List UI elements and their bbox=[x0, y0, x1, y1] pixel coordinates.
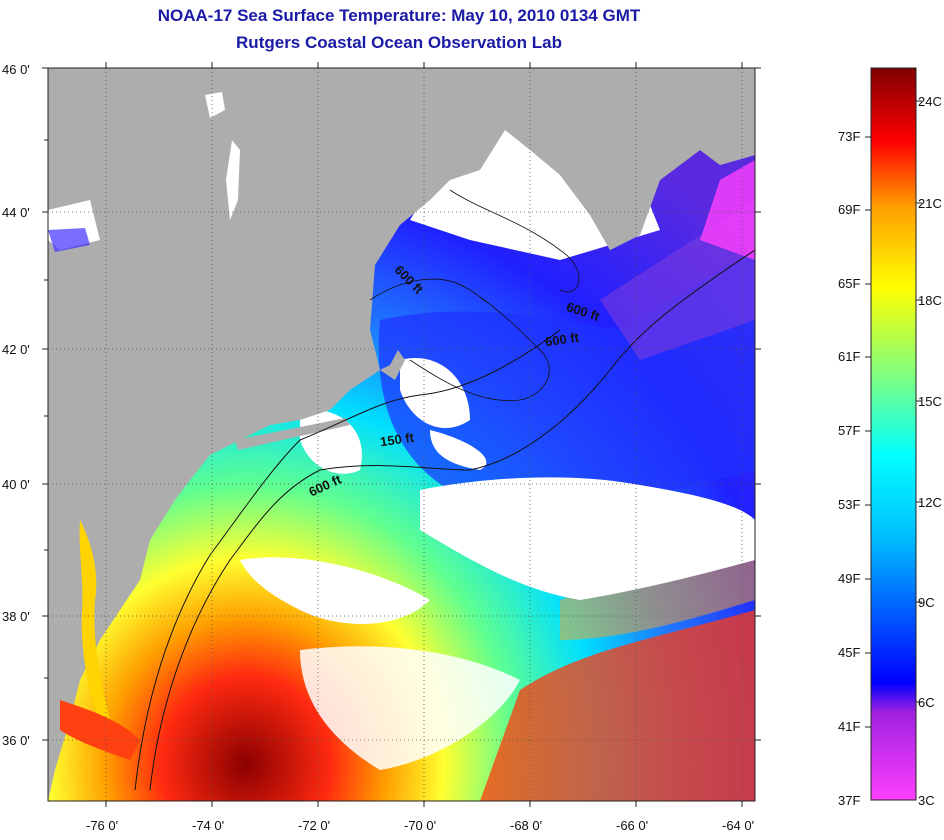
lat-tick-38: 38 0' bbox=[2, 609, 30, 624]
land-mass bbox=[48, 68, 755, 801]
colorbar-label-celsius: 15C bbox=[918, 394, 942, 409]
lake-champlain bbox=[226, 140, 240, 220]
colorbar-label-fahrenheit: 53F bbox=[838, 497, 861, 512]
colorbar-label-celsius: 24C bbox=[918, 94, 942, 109]
cloud-cover-shelf bbox=[240, 557, 430, 624]
colorbar-label-fahrenheit: 45F bbox=[838, 645, 861, 660]
colorbar-label-celsius: 6C bbox=[918, 695, 935, 710]
cold-water-east bbox=[700, 160, 755, 260]
colorbar-label-celsius: 18C bbox=[918, 293, 942, 308]
chesapeake-bay bbox=[79, 520, 110, 725]
lat-tick-46: 46 0' bbox=[2, 62, 30, 77]
lat-tick-36: 36 0' bbox=[2, 733, 30, 748]
cloud-cover-georges bbox=[430, 430, 487, 470]
inland-lake bbox=[205, 92, 225, 118]
cloud-cover-south bbox=[300, 646, 520, 770]
lon-tick-76: -76 0' bbox=[86, 818, 119, 833]
lon-tick-64: -64 0' bbox=[722, 818, 755, 833]
depth-contour-north bbox=[449, 189, 580, 293]
lon-tick-68: -68 0' bbox=[510, 818, 543, 833]
colorbar-ticks bbox=[865, 100, 922, 728]
colorbar-label-celsius: 3C bbox=[918, 793, 935, 808]
gulf-stream-warm-water bbox=[480, 610, 755, 801]
colorbar-label-fahrenheit: 65F bbox=[838, 276, 861, 291]
lon-tick-72: -72 0' bbox=[298, 818, 331, 833]
depth-contour-150ft bbox=[134, 329, 561, 791]
colorbar-label-celsius: 9C bbox=[918, 595, 935, 610]
colorbar-label-celsius: 21C bbox=[918, 196, 942, 211]
colorbar-label-fahrenheit: 49F bbox=[838, 571, 861, 586]
map-title: NOAA-17 Sea Surface Temperature: May 10,… bbox=[157, 6, 641, 25]
depth-contour-gulf-of-maine bbox=[369, 278, 550, 402]
lon-tick-74: -74 0' bbox=[192, 818, 225, 833]
cloud-cover-offshore bbox=[420, 477, 755, 600]
depth-contour-600ft bbox=[149, 249, 755, 791]
colorbar-label-fahrenheit: 57F bbox=[838, 423, 861, 438]
map-area bbox=[48, 68, 755, 801]
colorbar-label-fahrenheit: 37F bbox=[838, 793, 861, 808]
colorbar-label-fahrenheit: 41F bbox=[838, 719, 861, 734]
colorbar-label-fahrenheit: 73F bbox=[838, 129, 861, 144]
map-frame bbox=[47, 67, 756, 802]
colorbar bbox=[870, 67, 917, 801]
colorbar-label-celsius: 12C bbox=[918, 495, 942, 510]
lat-tick-44: 44 0' bbox=[2, 205, 30, 220]
cape-cod bbox=[380, 350, 405, 380]
colorbar-label-fahrenheit: 61F bbox=[838, 349, 861, 364]
inland-lake-west bbox=[48, 228, 90, 252]
lon-tick-66: -66 0' bbox=[616, 818, 649, 833]
lon-tick-70: -70 0' bbox=[404, 818, 437, 833]
colorbar-label-fahrenheit: 69F bbox=[838, 202, 861, 217]
long-island bbox=[235, 418, 350, 450]
nova-scotia bbox=[560, 85, 755, 250]
map-subtitle: Rutgers Coastal Ocean Observation Lab bbox=[236, 33, 562, 52]
pamlico-sound bbox=[60, 700, 140, 760]
axis-ticks bbox=[42, 62, 761, 807]
lat-tick-40: 40 0' bbox=[2, 477, 30, 492]
lat-tick-42: 42 0' bbox=[2, 342, 30, 357]
